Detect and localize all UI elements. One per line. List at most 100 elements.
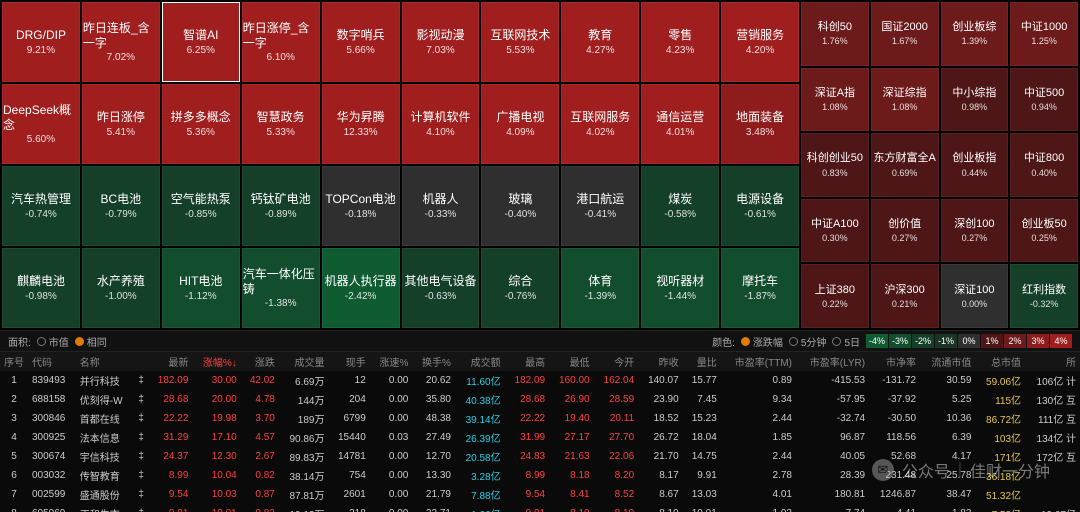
table-header-cell[interactable]: 今开 <box>594 352 639 371</box>
heatmap-cell[interactable]: 地面装备3.48% <box>721 84 799 164</box>
table-row[interactable]: 7002599盛通股份‡9.5410.030.8787.81万26010.002… <box>0 485 1080 504</box>
heatmap-cell[interactable]: 机器人-0.33% <box>402 166 480 246</box>
period-option-5min[interactable]: 5分钟 <box>789 334 827 349</box>
heatmap-cell[interactable]: 煤炭-0.58% <box>641 166 719 246</box>
heatmap-cell[interactable]: 创价值0.27% <box>871 199 939 263</box>
heatmap-cell-pct: 6.25% <box>187 45 215 56</box>
heatmap-cell[interactable]: 昨日涨停5.41% <box>82 84 160 164</box>
heatmap-cell-name: 电源设备 <box>736 192 784 206</box>
heatmap-cell[interactable]: 数字哨兵5.66% <box>322 2 400 82</box>
heatmap-cell[interactable]: HIT电池-1.12% <box>162 248 240 328</box>
table-header-cell[interactable]: 市盈率(TTM) <box>721 352 796 371</box>
heatmap-cell[interactable]: 科创501.76% <box>801 2 869 66</box>
table-header-cell[interactable]: 涨速% <box>370 352 413 371</box>
heatmap-cell[interactable]: DeepSeek概念5.60% <box>2 84 80 164</box>
heatmap-cell[interactable]: TOPCon电池-0.18% <box>322 166 400 246</box>
heatmap-cell[interactable]: 红利指数-0.32% <box>1010 264 1078 328</box>
table-header-cell[interactable]: 成交量 <box>279 352 329 371</box>
heatmap-cell[interactable]: 科创创业500.83% <box>801 133 869 197</box>
heatmap-cell[interactable]: 综合-0.76% <box>481 248 559 328</box>
heatmap-cell[interactable]: 中小综指0.98% <box>941 68 1009 132</box>
table-header-cell[interactable]: 成交额 <box>455 352 505 371</box>
heatmap-cell[interactable]: 摩托车-1.87% <box>721 248 799 328</box>
heatmap-cell[interactable]: 钙钛矿电池-0.89% <box>242 166 320 246</box>
heatmap-cell[interactable]: 港口航运-0.41% <box>561 166 639 246</box>
table-row[interactable]: 8605069正和生态‡9.0110.010.8219.12万2180.0022… <box>0 504 1080 512</box>
table-header-cell[interactable]: 现手 <box>328 352 369 371</box>
heatmap-cell[interactable]: 互联网服务4.02% <box>561 84 639 164</box>
table-header-cell[interactable]: 代码 <box>28 352 76 371</box>
table-header-cell[interactable]: 量比 <box>683 352 721 371</box>
table-header-cell[interactable]: 涨跌 <box>241 352 279 371</box>
table-row[interactable]: 5300674宇信科技‡24.3712.302.6789.83万147810.0… <box>0 447 1080 466</box>
heatmap-cell-pct: 5.36% <box>187 127 215 138</box>
heatmap-cell[interactable]: 汽车一体化压铸-1.38% <box>242 248 320 328</box>
heatmap-cell[interactable]: 昨日涨停_含一字6.10% <box>242 2 320 82</box>
area-option-marketcap[interactable]: 市值 <box>37 334 69 349</box>
heatmap-cell[interactable]: 电源设备-0.61% <box>721 166 799 246</box>
heatmap-cell[interactable]: 影视动漫7.03% <box>402 2 480 82</box>
heatmap-cell[interactable]: 创业板500.25% <box>1010 199 1078 263</box>
table-header-cell[interactable]: 名称 <box>76 352 135 371</box>
table-row[interactable]: 4300925法本信息‡31.2917.104.5790.86万154400.0… <box>0 428 1080 447</box>
table-header-cell[interactable]: 所 <box>1025 352 1080 371</box>
color-option-changepct[interactable]: 涨跌幅 <box>741 334 783 349</box>
heatmap-cell[interactable]: 深创1000.27% <box>941 199 1009 263</box>
heatmap-cell[interactable]: 通信运营4.01% <box>641 84 719 164</box>
table-row[interactable]: 2688158优刻得-W‡28.6820.004.78144万2040.0035… <box>0 390 1080 409</box>
heatmap-cell[interactable]: 创业板综1.39% <box>941 2 1009 66</box>
table-row[interactable]: 6003032传智教育‡8.9910.040.8238.14万7540.0013… <box>0 466 1080 485</box>
area-option-same[interactable]: 相同 <box>75 334 107 349</box>
heatmap-cell[interactable]: 深证1000.00% <box>941 264 1009 328</box>
heatmap-cell[interactable]: BC电池-0.79% <box>82 166 160 246</box>
table-header-cell[interactable]: 总市值 <box>975 352 1025 371</box>
heatmap-cell[interactable]: 中证5000.94% <box>1010 68 1078 132</box>
heatmap-cell[interactable]: 中证10001.25% <box>1010 2 1078 66</box>
heatmap-cell[interactable]: 昨日连板_含一字7.02% <box>82 2 160 82</box>
heatmap-cell[interactable]: 汽车热管理-0.74% <box>2 166 80 246</box>
heatmap-cell[interactable]: 教育4.27% <box>561 2 639 82</box>
heatmap-cell[interactable]: 深证A指1.08% <box>801 68 869 132</box>
period-option-5day[interactable]: 5日 <box>832 334 860 349</box>
heatmap-cell[interactable]: 玻璃-0.40% <box>481 166 559 246</box>
table-header-cell[interactable]: 市盈率(LYR) <box>796 352 869 371</box>
heatmap-cell[interactable]: 空气能热泵-0.85% <box>162 166 240 246</box>
heatmap-cell[interactable]: 互联网技术5.53% <box>481 2 559 82</box>
table-header-cell[interactable]: 序号 <box>0 352 28 371</box>
heatmap-cell[interactable]: 智慧政务5.33% <box>242 84 320 164</box>
heatmap-cell[interactable]: 其他电气设备-0.63% <box>402 248 480 328</box>
heatmap-cell[interactable]: 计算机软件4.10% <box>402 84 480 164</box>
table-header-cell[interactable]: 最高 <box>505 352 550 371</box>
heatmap-cell[interactable]: 智谱AI6.25% <box>162 2 240 82</box>
heatmap-cell[interactable]: 麒麟电池-0.98% <box>2 248 80 328</box>
heatmap-cell[interactable]: 华为昇腾12.33% <box>322 84 400 164</box>
heatmap-cell[interactable]: 水产养殖-1.00% <box>82 248 160 328</box>
heatmap-cell[interactable]: 视听器材-1.44% <box>641 248 719 328</box>
table-header-cell[interactable]: 市净率 <box>869 352 920 371</box>
heatmap-cell[interactable]: 中证8000.40% <box>1010 133 1078 197</box>
table-header-cell[interactable]: 流通市值 <box>920 352 975 371</box>
table-header-cell[interactable] <box>134 352 148 371</box>
table-row[interactable]: 1839493并行科技‡182.0930.0042.026.69万120.002… <box>0 371 1080 390</box>
table-row[interactable]: 3300846首都在线‡22.2219.983.70189万67990.0048… <box>0 409 1080 428</box>
heatmap-cell-pct: -0.33% <box>425 209 457 220</box>
heatmap-cell[interactable]: 创业板指0.44% <box>941 133 1009 197</box>
heatmap-cell[interactable]: 广播电视4.09% <box>481 84 559 164</box>
heatmap-cell[interactable]: 营销服务4.20% <box>721 2 799 82</box>
table-header-cell[interactable]: 昨收 <box>638 352 683 371</box>
table-header-cell[interactable]: 最低 <box>549 352 594 371</box>
heatmap-cell[interactable]: 上证3800.22% <box>801 264 869 328</box>
heatmap-cell[interactable]: 东方财富全A0.69% <box>871 133 939 197</box>
heatmap-cell[interactable]: DRG/DIP9.21% <box>2 2 80 82</box>
heatmap-cell[interactable]: 拼多多概念5.36% <box>162 84 240 164</box>
heatmap-cell[interactable]: 沪深3000.21% <box>871 264 939 328</box>
table-header-cell[interactable]: 最新 <box>148 352 193 371</box>
table-header-cell[interactable]: 涨幅%↓ <box>192 352 240 371</box>
heatmap-cell[interactable]: 体育-1.39% <box>561 248 639 328</box>
heatmap-cell[interactable]: 深证综指1.08% <box>871 68 939 132</box>
heatmap-cell[interactable]: 机器人执行器-2.42% <box>322 248 400 328</box>
heatmap-cell[interactable]: 零售4.23% <box>641 2 719 82</box>
heatmap-cell[interactable]: 中证A1000.30% <box>801 199 869 263</box>
table-header-cell[interactable]: 换手% <box>412 352 455 371</box>
heatmap-cell[interactable]: 国证20001.67% <box>871 2 939 66</box>
